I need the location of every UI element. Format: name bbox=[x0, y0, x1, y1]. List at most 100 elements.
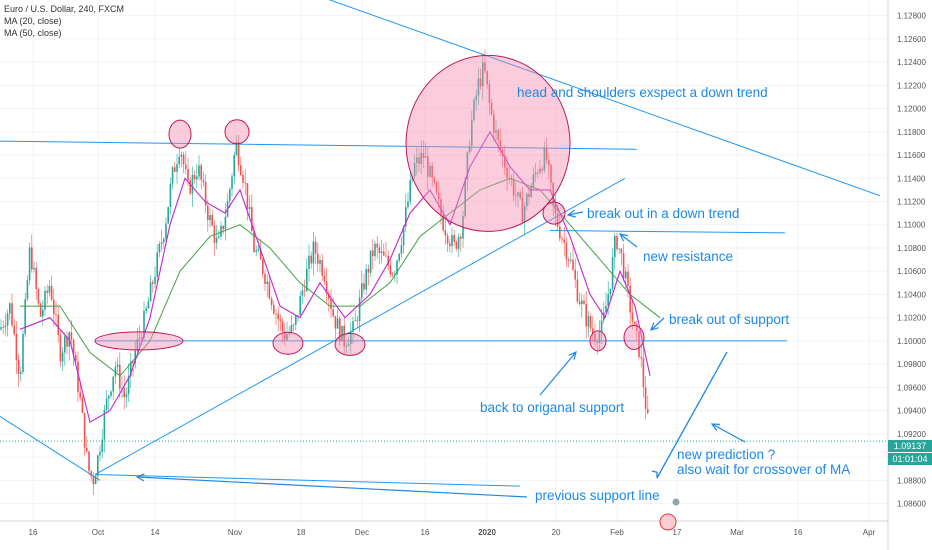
candle-body bbox=[130, 361, 132, 377]
candle-body bbox=[229, 189, 231, 201]
candle-body bbox=[28, 247, 31, 281]
candle-body bbox=[493, 114, 495, 133]
candle-body bbox=[438, 192, 440, 200]
candle-body bbox=[2, 327, 4, 328]
highlight-support-touch bbox=[272, 331, 304, 355]
candle-body bbox=[198, 165, 200, 177]
candle-body bbox=[325, 281, 328, 294]
candle-body bbox=[532, 174, 535, 187]
candle-body bbox=[270, 298, 273, 306]
candle-body bbox=[567, 259, 570, 261]
candle-body bbox=[127, 376, 130, 395]
candle-body bbox=[396, 260, 398, 275]
candle-body bbox=[614, 235, 616, 258]
candle-body bbox=[479, 78, 482, 87]
candle-body bbox=[592, 328, 594, 335]
trendlines bbox=[0, 0, 888, 487]
candle-body bbox=[259, 248, 262, 260]
highlight-support-touch bbox=[334, 332, 366, 356]
highlight-head-and-shoulders bbox=[405, 54, 571, 232]
candle-body bbox=[119, 364, 121, 389]
y-tick-label: 1.10200 bbox=[897, 314, 926, 323]
candle-body bbox=[488, 84, 491, 103]
candle-body bbox=[50, 285, 53, 300]
candle-body bbox=[372, 250, 374, 257]
candle-body bbox=[59, 334, 62, 362]
candle-body bbox=[303, 290, 306, 292]
candle-body bbox=[616, 235, 618, 250]
candle-body bbox=[556, 213, 559, 227]
candle-body bbox=[154, 276, 156, 284]
event-flag-icon bbox=[659, 513, 677, 531]
candle-body bbox=[484, 62, 486, 71]
highlight-support-zone bbox=[94, 331, 184, 351]
arrow-new-prediction-head bbox=[710, 423, 721, 431]
x-tick-label: 17 bbox=[673, 528, 682, 537]
candle-body bbox=[391, 274, 394, 276]
candle-body bbox=[365, 268, 367, 290]
candle-body bbox=[455, 241, 458, 249]
candle-body bbox=[310, 255, 312, 264]
candle-body bbox=[416, 157, 418, 164]
candle-body bbox=[400, 245, 403, 254]
candle-body bbox=[611, 257, 614, 289]
y-tick-label: 1.10000 bbox=[897, 337, 926, 346]
candle-body bbox=[13, 325, 15, 335]
arrow-new-resistance bbox=[619, 233, 638, 248]
y-tick-label: 1.08800 bbox=[897, 476, 926, 485]
candle-body bbox=[574, 269, 576, 280]
candle-body bbox=[471, 119, 473, 146]
candle-body bbox=[116, 364, 119, 367]
candle-body bbox=[317, 253, 319, 264]
candle-body bbox=[24, 299, 26, 334]
candle-body bbox=[361, 283, 363, 298]
candle-body bbox=[486, 70, 488, 85]
candle-body bbox=[174, 167, 176, 172]
highlight-break-support bbox=[623, 324, 645, 350]
highlight-circles bbox=[94, 54, 645, 356]
arrow-previous-support-head bbox=[135, 473, 145, 482]
candle-body bbox=[526, 193, 528, 207]
annotation-new-resistance: new resistance bbox=[643, 249, 734, 264]
x-tick-label: 16 bbox=[794, 528, 803, 537]
candle-body bbox=[255, 250, 257, 252]
candle-body bbox=[572, 259, 574, 270]
candle-body bbox=[185, 164, 187, 170]
arrow-back-support-head bbox=[568, 350, 577, 360]
candle-body bbox=[550, 165, 552, 183]
candle-body bbox=[345, 346, 348, 347]
candle-body bbox=[468, 145, 471, 153]
candle-body bbox=[211, 215, 213, 226]
candle-body bbox=[559, 226, 561, 239]
candle-body bbox=[94, 475, 97, 485]
candle-body bbox=[389, 265, 392, 275]
candle-body bbox=[343, 325, 345, 347]
x-tick-label: Oct bbox=[92, 528, 105, 537]
candle-body bbox=[495, 130, 497, 133]
candle-body bbox=[631, 312, 634, 322]
candle-body bbox=[539, 168, 541, 173]
candle-body bbox=[301, 290, 304, 296]
annotation-head-shoulders: head and shoulders exspect a down trend bbox=[517, 85, 768, 100]
candle-body bbox=[81, 397, 84, 414]
candle-body bbox=[242, 174, 244, 183]
candle-body bbox=[44, 290, 46, 310]
candle-body bbox=[57, 314, 59, 335]
arrow-break-support-head bbox=[649, 322, 659, 331]
candle-body bbox=[136, 338, 139, 351]
candle-body bbox=[647, 408, 649, 414]
candle-body bbox=[383, 251, 385, 256]
candle-body bbox=[563, 239, 565, 243]
candle-body bbox=[77, 361, 79, 393]
prediction-path-down bbox=[651, 470, 658, 478]
candle-body bbox=[193, 174, 196, 180]
y-tick-label: 1.12800 bbox=[897, 12, 926, 21]
y-tick-label: 1.09200 bbox=[897, 430, 926, 439]
candle-body bbox=[37, 289, 40, 304]
candle-body bbox=[279, 319, 282, 322]
candle-body bbox=[339, 318, 341, 342]
candle-body bbox=[200, 165, 202, 180]
candle-body bbox=[581, 300, 583, 305]
candle-body bbox=[112, 376, 114, 392]
